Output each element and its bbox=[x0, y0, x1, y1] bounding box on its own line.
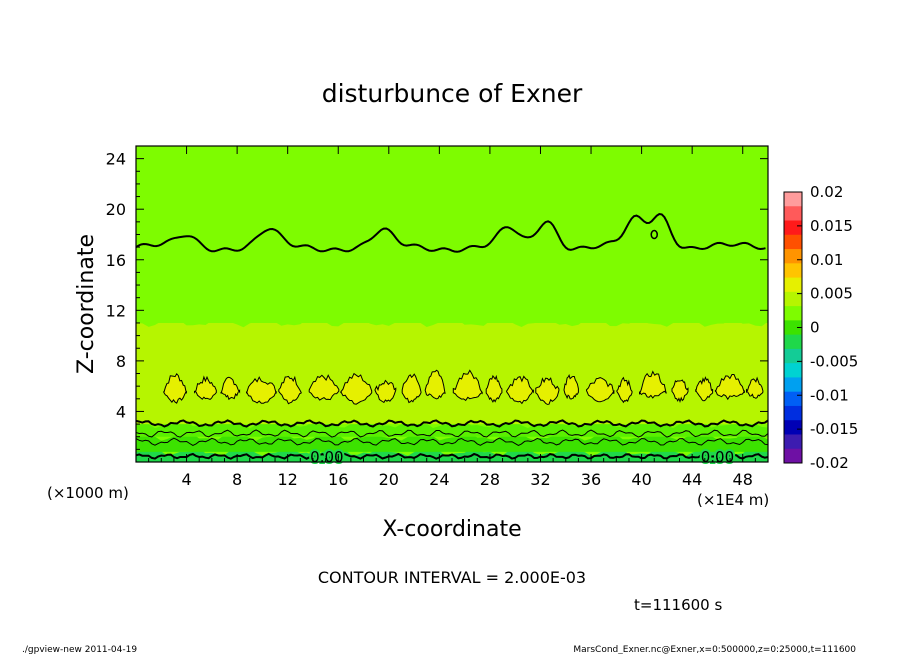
colorbar-segment-0 bbox=[784, 192, 802, 207]
contour-cell-11 bbox=[485, 374, 503, 403]
x-tick-label-1: 8 bbox=[232, 470, 242, 489]
contour-cell-12 bbox=[506, 375, 534, 405]
y-axis-label: Z-coordinate bbox=[74, 234, 99, 374]
colorbar-tick-label-1: 0.015 bbox=[810, 217, 853, 235]
chart-title: disturbunce of Exner bbox=[322, 79, 583, 108]
x-tick-label-3: 16 bbox=[328, 470, 348, 489]
colorbar-ticks: 0.02 0.015 0.01 0.005 0 -0.005 -0.01 -0.015 -0.0… bbox=[797, 183, 858, 472]
time-label: t=111600 s bbox=[634, 596, 722, 614]
contour-fill-3 bbox=[136, 318, 768, 425]
y-tick-label-1: 8 bbox=[116, 352, 126, 371]
contour-cell-7 bbox=[374, 379, 397, 404]
y-tick-label-2: 12 bbox=[106, 301, 126, 320]
contour-cell-2 bbox=[220, 376, 241, 401]
colorbar-segment-4 bbox=[784, 249, 802, 264]
colorbar-frame bbox=[783, 191, 803, 464]
contour-line-0d bbox=[135, 419, 769, 428]
x-tick-label-8: 36 bbox=[581, 470, 601, 489]
contour-line-0b bbox=[135, 437, 769, 446]
colorbar-tick-label-6: -0.01 bbox=[810, 386, 849, 404]
colorbar-tick-label-7: -0.015 bbox=[810, 420, 858, 438]
contour-cell-4 bbox=[278, 375, 302, 405]
plot-area: 0.00 0.00 bbox=[135, 145, 769, 468]
contour-cell-0 bbox=[163, 372, 187, 404]
x-tick-label-11: 48 bbox=[733, 470, 753, 489]
contour-fill-layers bbox=[136, 146, 768, 462]
colorbar-segment-18 bbox=[784, 448, 802, 464]
contour-lines bbox=[135, 212, 769, 460]
colorbar-segment-14 bbox=[784, 391, 802, 407]
colorbar-tick-label-0: 0.02 bbox=[810, 183, 843, 201]
colorbar-segment-13 bbox=[784, 377, 802, 393]
colorbar-tick-label-4: 0 bbox=[810, 319, 820, 337]
x-axis-scale-note: (×1E4 m) bbox=[697, 491, 769, 509]
y-tick-label-4: 20 bbox=[106, 200, 126, 219]
contour-label-1: 0.00 bbox=[701, 448, 734, 466]
footer-left: ./gpview-new 2011-04-19 bbox=[22, 645, 137, 654]
colorbar-segment-9 bbox=[784, 320, 802, 336]
colorbar bbox=[784, 192, 802, 464]
contour-cell-1 bbox=[194, 375, 217, 400]
y-tick-label-5: 24 bbox=[106, 150, 126, 169]
y-tick-label-3: 16 bbox=[106, 251, 126, 270]
colorbar-segment-8 bbox=[784, 306, 802, 321]
colorbar-segment-15 bbox=[784, 405, 802, 421]
contour-line-0a bbox=[135, 452, 769, 460]
colorbar-segment-10 bbox=[784, 334, 802, 350]
x-tick-label-10: 44 bbox=[682, 470, 702, 489]
colorbar-tick-label-3: 0.005 bbox=[810, 285, 853, 303]
colorbar-tick-label-2: 0.01 bbox=[810, 251, 843, 269]
contour-cell-15 bbox=[586, 377, 615, 403]
contour-cell-19 bbox=[695, 376, 714, 402]
contour-cell-16 bbox=[616, 376, 633, 404]
contour-cell-17 bbox=[639, 370, 667, 399]
colorbar-segment-7 bbox=[784, 291, 802, 307]
contour-cell-13 bbox=[535, 377, 560, 405]
contour-interval: CONTOUR INTERVAL = 2.000E-03 bbox=[318, 568, 586, 587]
contour-loop-small bbox=[650, 229, 658, 240]
x-tick-label-9: 40 bbox=[631, 470, 651, 489]
contour-cell-21 bbox=[746, 376, 764, 399]
y-axis-ticks: 4 8 12 16 20 24 bbox=[106, 150, 768, 450]
colorbar-tick-label-8: -0.02 bbox=[810, 454, 849, 472]
y-tick-label-0: 4 bbox=[116, 402, 126, 421]
colorbar-segment-1 bbox=[784, 206, 802, 222]
contour-cell-20 bbox=[714, 374, 745, 401]
contour-cell-6 bbox=[340, 372, 373, 405]
colorbar-segment-2 bbox=[784, 220, 802, 236]
contour-line-0c bbox=[135, 429, 769, 438]
contour-fill-1 bbox=[136, 432, 768, 452]
x-tick-label-0: 4 bbox=[181, 470, 191, 489]
colorbar-segment-12 bbox=[784, 363, 802, 378]
x-axis-unit: (×1000 m) bbox=[47, 484, 129, 502]
contour-cell-8 bbox=[401, 373, 422, 404]
contour-line-upper bbox=[135, 212, 766, 253]
colorbar-segment-6 bbox=[784, 277, 802, 293]
x-tick-label-7: 32 bbox=[530, 470, 550, 489]
colorbar-segment-5 bbox=[784, 263, 802, 279]
colorbar-segment-3 bbox=[784, 234, 802, 250]
x-axis-ticks: 4 8 12 16 20 24 28 32 36 40 44 48 bbox=[148, 146, 756, 489]
colorbar-segment-16 bbox=[784, 420, 802, 435]
x-tick-label-2: 12 bbox=[278, 470, 298, 489]
x-tick-label-6: 28 bbox=[480, 470, 500, 489]
footer-right: MarsCond_Exner.nc@Exner,x=0:500000,z=0:2… bbox=[573, 645, 856, 654]
x-axis-label: X-coordinate bbox=[382, 517, 521, 542]
contour-cell-10 bbox=[452, 369, 483, 402]
colorbar-segment-17 bbox=[784, 434, 802, 450]
colorbar-tick-label-5: -0.005 bbox=[810, 352, 858, 370]
contour-cell-5 bbox=[308, 374, 340, 401]
colorbar-segment-11 bbox=[784, 348, 802, 364]
contour-cell-14 bbox=[563, 374, 579, 400]
contour-cell-3 bbox=[246, 376, 277, 404]
x-tick-label-4: 20 bbox=[379, 470, 399, 489]
contour-fill-4 bbox=[136, 146, 768, 323]
contour-cell-18 bbox=[671, 379, 689, 404]
x-tick-label-5: 24 bbox=[429, 470, 449, 489]
contour-cell-9 bbox=[424, 369, 446, 400]
